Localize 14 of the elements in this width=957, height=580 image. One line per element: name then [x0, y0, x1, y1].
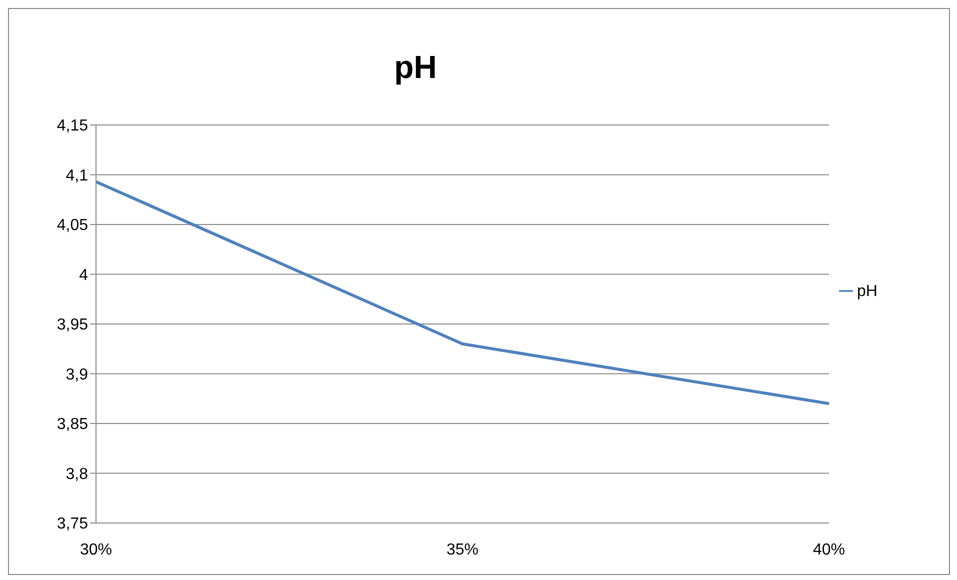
chart-title: pH [393, 49, 438, 86]
y-tick-label: 3,8 [66, 466, 88, 483]
legend-label: pH [857, 282, 878, 300]
y-tick-label: 4,05 [56, 217, 88, 234]
x-tick-label: 35% [446, 541, 479, 558]
y-tick-label: 4,15 [56, 118, 88, 135]
y-tick-label: 3,85 [56, 416, 88, 434]
x-tick-label: 30% [80, 541, 112, 558]
y-tick-label: 4 [79, 266, 88, 284]
y-tick-label: 3,9 [66, 366, 88, 384]
x-tick-label: 40% [812, 541, 846, 558]
y-tick-label: 3,75 [56, 516, 88, 533]
y-tick-label: 4,1 [66, 167, 88, 184]
y-tick-label: 3,95 [56, 316, 88, 334]
